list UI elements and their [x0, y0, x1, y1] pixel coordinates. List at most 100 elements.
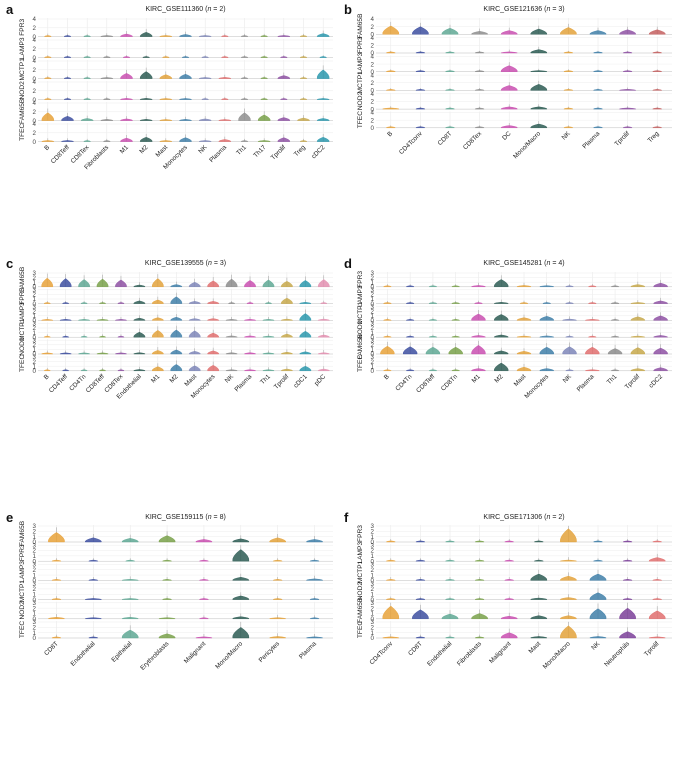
category-label: Tprolif	[614, 130, 632, 148]
gene-label: TFEC	[19, 621, 26, 638]
violin-mark	[188, 301, 201, 304]
violin-mark	[115, 279, 127, 287]
violin-mark	[402, 346, 418, 355]
violin-mark	[88, 636, 99, 639]
violin-mark	[309, 617, 320, 619]
gene-label: NOD2	[357, 320, 364, 339]
violin-mark	[565, 335, 574, 338]
violin-mark	[622, 540, 633, 543]
violin-mark	[158, 617, 176, 619]
y-tick-label: 1	[33, 296, 37, 303]
violin-mark	[530, 84, 548, 91]
y-tick-label: 2	[371, 43, 375, 50]
y-tick-label: 1	[371, 347, 375, 354]
violin-mark	[84, 598, 102, 600]
y-tick-label: 0	[371, 301, 375, 308]
violin-mark	[530, 615, 548, 619]
violin-mark	[383, 335, 392, 338]
category-label: NK	[590, 640, 602, 652]
violin-mark	[406, 302, 415, 304]
y-tick-label: 2	[371, 548, 375, 555]
y-tick-label: 1	[371, 296, 375, 303]
violin-mark	[199, 617, 209, 619]
violin-mark	[441, 613, 459, 619]
y-tick-label: 2	[33, 586, 37, 593]
violin-mark	[198, 118, 212, 121]
gene-label: FPR3	[19, 19, 26, 36]
panel-b: b KIRC_GSE121636 (n = 3)024FAM65B024FPR30…	[344, 2, 672, 160]
gene-label: NOD2	[357, 582, 364, 601]
violin-mark	[653, 335, 668, 338]
violin-mark	[103, 56, 111, 58]
y-tick-label: 0	[33, 597, 37, 604]
violin-mark	[560, 27, 577, 35]
violin-mark	[504, 540, 514, 543]
violin-mark	[228, 302, 235, 304]
violin-mark	[630, 335, 646, 338]
violin-mark	[277, 117, 291, 121]
y-tick-label: 3	[371, 270, 375, 277]
y-tick-label: 2	[371, 605, 375, 612]
violin-mark	[383, 318, 392, 321]
y-tick-label: 2	[33, 605, 37, 612]
violin-mark	[62, 335, 69, 338]
gene-label: FPR3	[19, 287, 26, 304]
title-n-value: = 4)	[550, 260, 564, 267]
violin-mark	[500, 30, 518, 35]
y-tick-label: 1	[371, 330, 375, 337]
panel-title: KIRC_GSE121636 (n = 3)	[483, 6, 564, 13]
category-label: Mast	[513, 373, 528, 388]
violin-mark	[319, 56, 327, 58]
y-tick-label: 2	[371, 567, 375, 574]
violin-mark	[593, 540, 603, 543]
gene-label: NOD2	[19, 81, 26, 100]
violin-mark	[158, 633, 176, 639]
category-label: CD8Tn	[440, 373, 460, 393]
violin-mark	[382, 25, 400, 35]
violin-mark	[383, 302, 392, 304]
violin-mark	[451, 369, 460, 371]
gene-label: LAMP3	[357, 285, 364, 307]
violin-mark	[179, 73, 192, 79]
violin-mark	[593, 88, 603, 91]
violin-mark	[139, 31, 153, 37]
violin-mark	[415, 578, 426, 581]
y-tick-label: 4	[371, 54, 375, 61]
violin-mark	[622, 126, 633, 128]
violin-mark	[43, 335, 51, 338]
violin-mark	[281, 297, 293, 304]
violin-mark	[317, 279, 330, 287]
y-tick-label: 2	[33, 130, 37, 137]
violin-mark	[151, 350, 164, 355]
category-label: Plasma	[576, 373, 596, 393]
violin-mark	[99, 335, 106, 338]
violin-mark	[619, 107, 636, 110]
y-tick-label: 0	[371, 318, 375, 325]
violin-mark	[415, 70, 426, 72]
violin-mark	[500, 615, 518, 619]
gene-label: FPR3	[357, 525, 364, 542]
y-tick-label: 3	[33, 354, 37, 361]
violin-mark	[151, 299, 164, 304]
y-tick-label: 4	[33, 37, 37, 44]
category-label: CD8Teff	[415, 373, 436, 394]
y-tick-label: 1	[371, 553, 375, 560]
violin-mark	[100, 77, 114, 79]
violin-mark	[652, 540, 662, 543]
gene-label: TFEC	[357, 355, 364, 372]
title-n-value: = 2)	[550, 514, 564, 521]
category-label: Tprolif	[643, 640, 661, 658]
violin-mark	[51, 559, 62, 562]
gene-row-lamp3: 0 2 4 LAMP3	[19, 37, 333, 62]
violin-mark	[619, 88, 636, 91]
violin-mark	[170, 316, 183, 321]
gene-label: FAM65B	[357, 597, 364, 623]
violin-mark	[516, 366, 532, 371]
violin-mark	[207, 332, 220, 338]
violin-mark	[534, 540, 544, 543]
violin-mark	[232, 576, 250, 581]
violin-mark	[122, 56, 131, 58]
violin-mark	[565, 285, 574, 287]
